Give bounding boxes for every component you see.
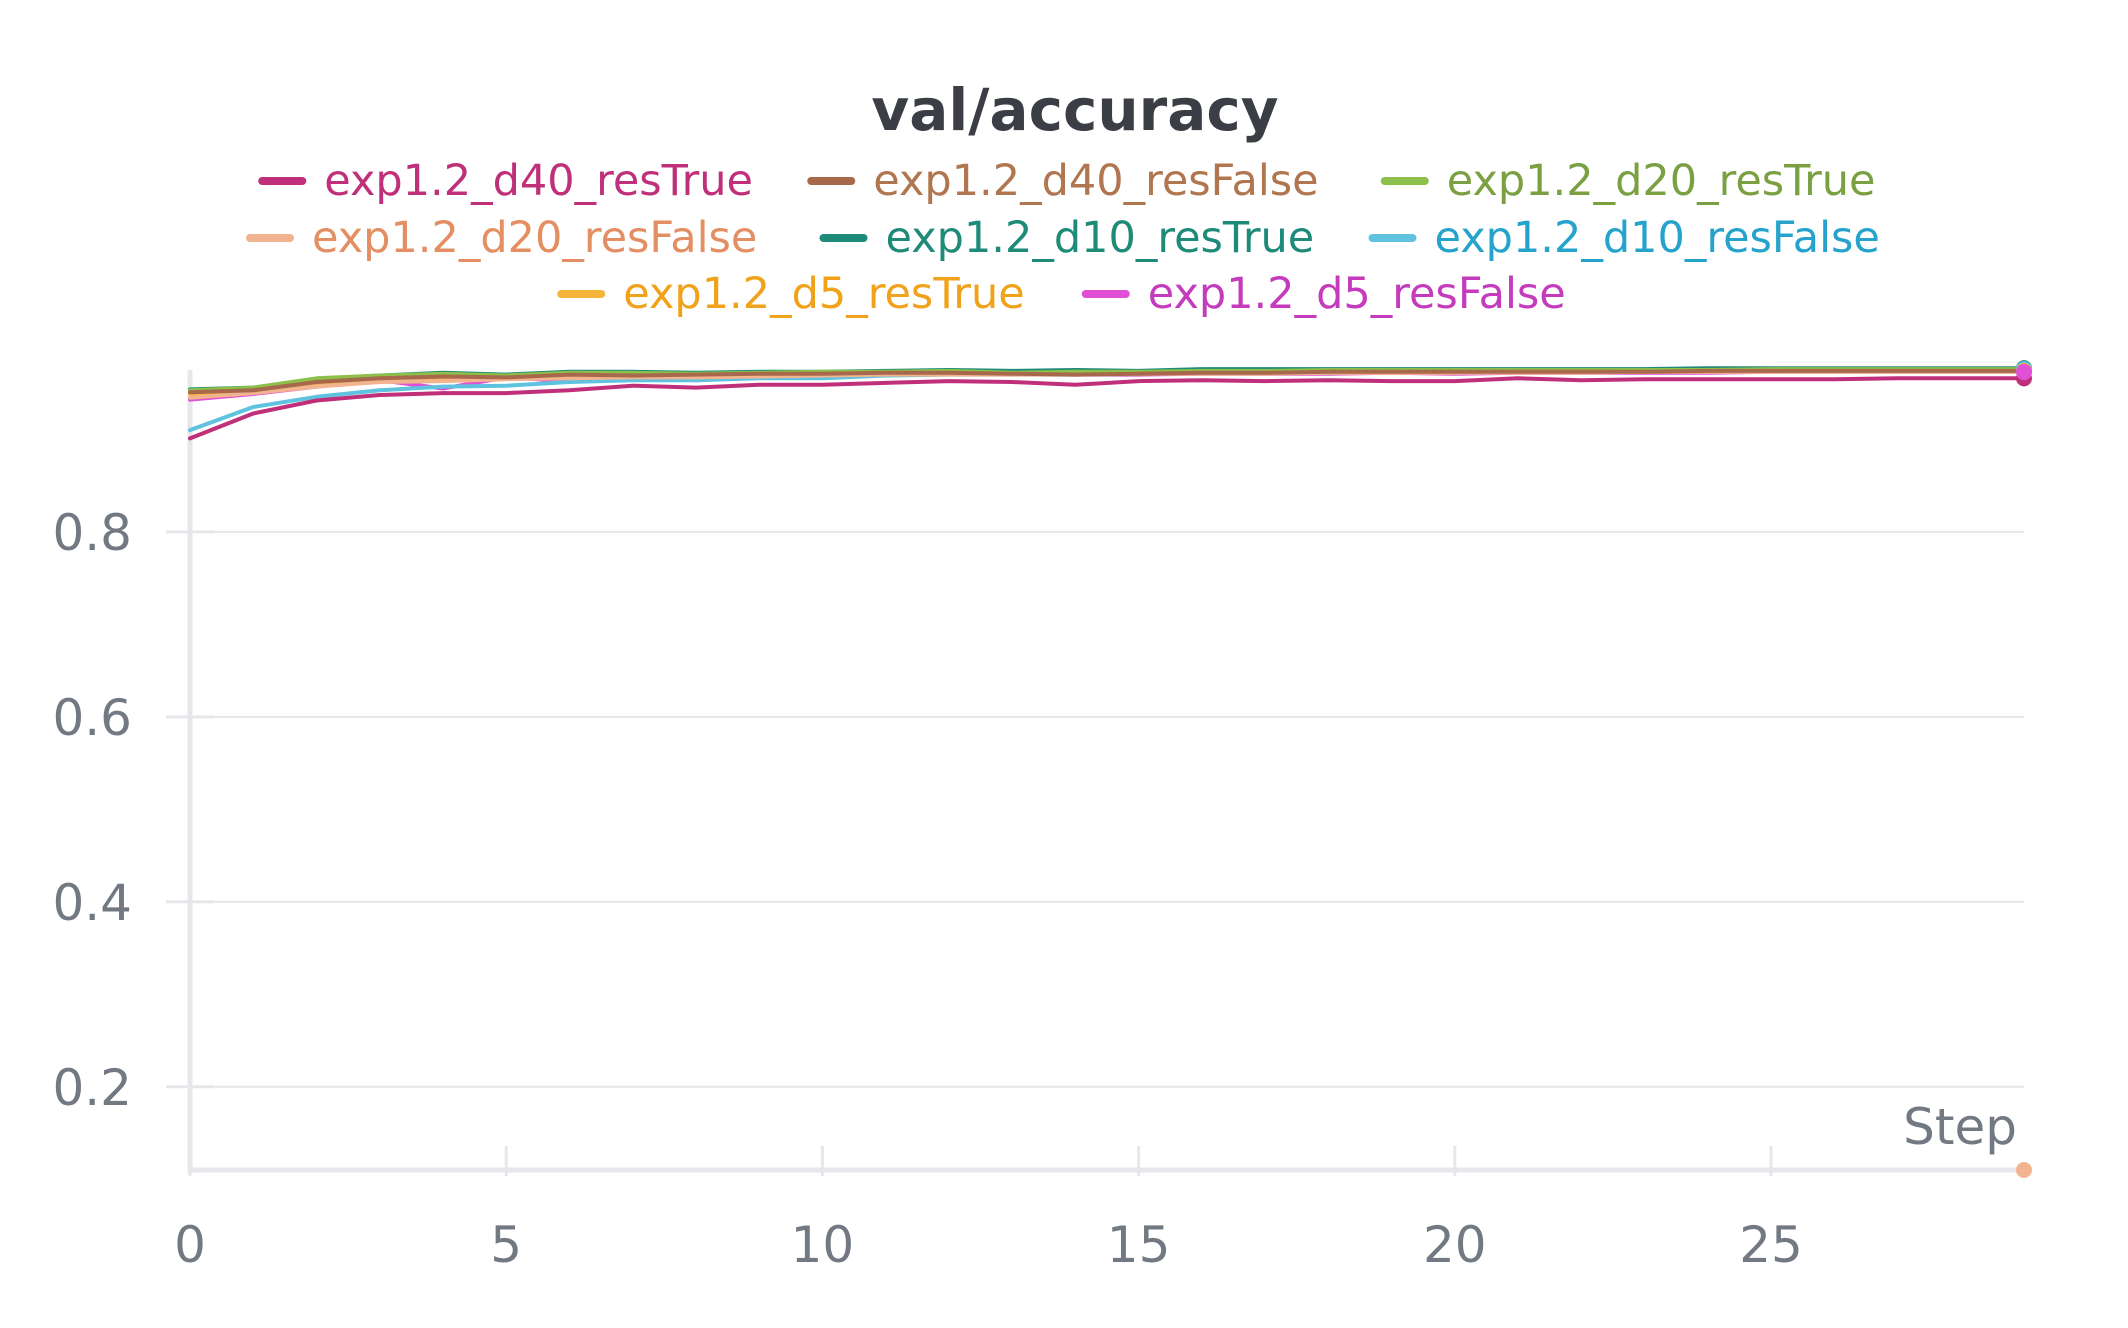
legend-item-exp1.2_d20_resFalse[interactable]: exp1.2_d20_resFalse <box>246 213 757 263</box>
x-axis-title: Step <box>1903 1098 2017 1156</box>
series-lines <box>188 366 2026 441</box>
step-cursor-marker <box>2016 1162 2032 1178</box>
series-line-exp1.2_d40_resTrue <box>188 376 2026 441</box>
x-tick-label: 15 <box>1107 1216 1171 1274</box>
chart-title: val/accuracy <box>871 76 1278 144</box>
legend-label: exp1.2_d20_resFalse <box>312 213 757 263</box>
legend-label: exp1.2_d40_resFalse <box>873 156 1318 206</box>
legend-item-exp1.2_d20_resTrue[interactable]: exp1.2_d20_resTrue <box>1380 156 1876 206</box>
legend-item-exp1.2_d10_resTrue[interactable]: exp1.2_d10_resTrue <box>819 213 1315 263</box>
y-tick-label: 0.6 <box>52 689 132 747</box>
legend-item-exp1.2_d10_resFalse[interactable]: exp1.2_d10_resFalse <box>1368 213 1880 263</box>
y-tick-label: 0.8 <box>52 504 132 562</box>
legend-item-exp1.2_d40_resFalse[interactable]: exp1.2_d40_resFalse <box>807 156 1319 206</box>
x-tick-label: 10 <box>791 1216 855 1274</box>
legend-label: exp1.2_d10_resTrue <box>886 213 1315 263</box>
series-line-exp1.2_d40_resFalse <box>188 368 2026 395</box>
legend-label: exp1.2_d40_resTrue <box>324 156 753 206</box>
legend-label: exp1.2_d5_resTrue <box>623 269 1024 319</box>
x-tick-label: 0 <box>174 1216 206 1274</box>
x-tick-label: 5 <box>490 1216 522 1274</box>
legend-label: exp1.2_d10_resFalse <box>1435 213 1880 263</box>
legend-item-exp1.2_d5_resTrue[interactable]: exp1.2_d5_resTrue <box>557 269 1025 319</box>
x-tick-label: 25 <box>1739 1216 1803 1274</box>
legend-item-exp1.2_d40_resTrue[interactable]: exp1.2_d40_resTrue <box>258 156 753 206</box>
series-endpoint-exp1.2_d5_resFalse <box>2016 363 2032 380</box>
y-tick-label: 0.4 <box>52 874 132 932</box>
legend-label: exp1.2_d5_resFalse <box>1148 269 1566 319</box>
x-tick-label: 20 <box>1423 1216 1487 1274</box>
legend[interactable]: exp1.2_d40_resTrue exp1.2_d40_resFalse exp… <box>246 156 1880 319</box>
gridlines <box>190 530 2024 1088</box>
legend-item-exp1.2_d5_resFalse[interactable]: exp1.2_d5_resFalse <box>1081 269 1566 319</box>
y-tick-label: 0.2 <box>52 1059 132 1117</box>
series-endpoints <box>2016 360 2032 1178</box>
legend-label: exp1.2_d20_resTrue <box>1447 156 1876 206</box>
axes: 0.2 0.4 0.6 0.8 0 5 10 15 20 25 <box>52 370 2024 1274</box>
